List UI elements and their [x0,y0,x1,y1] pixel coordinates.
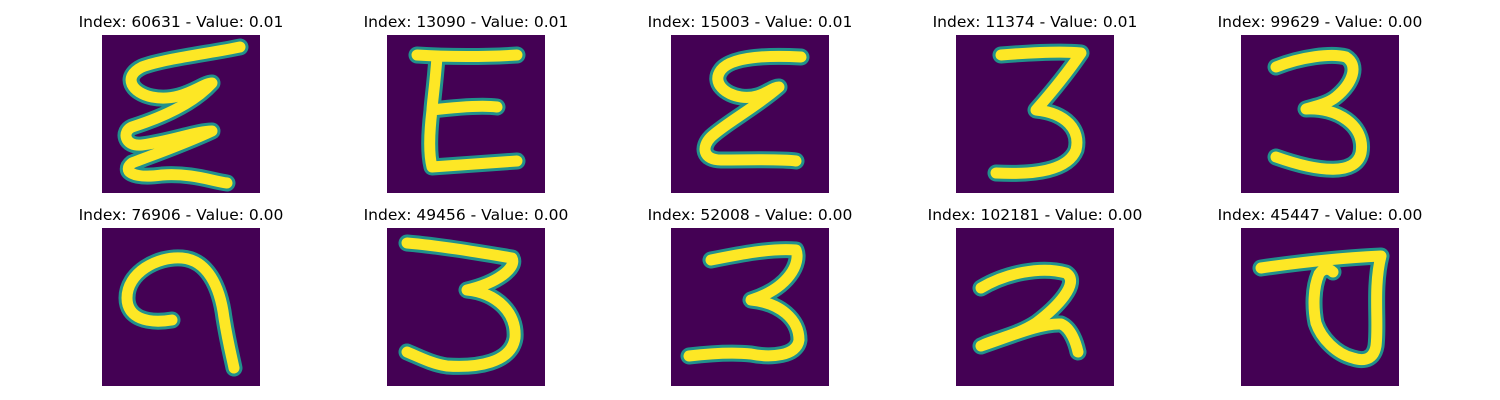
panel-title: Index: 76906 - Value: 0.00 [78,206,284,224]
digit-image [102,228,260,386]
panel-title: Index: 52008 - Value: 0.00 [647,206,853,224]
panel-title: Index: 45447 - Value: 0.00 [1217,206,1423,224]
digit-image [956,228,1114,386]
panel-title: Index: 49456 - Value: 0.00 [363,206,569,224]
panel-title: Index: 60631 - Value: 0.01 [78,13,284,31]
digit-image [1241,228,1399,386]
panel-title: Index: 99629 - Value: 0.00 [1217,13,1423,31]
panel-title: Index: 13090 - Value: 0.01 [363,13,569,31]
digit-image [387,228,545,386]
digit-image [671,35,829,193]
digit-image [956,35,1114,193]
panel-title: Index: 15003 - Value: 0.01 [647,13,853,31]
digit-image [387,35,545,193]
digit-image [1241,35,1399,193]
digit-image [671,228,829,386]
panel-title: Index: 102181 - Value: 0.00 [927,206,1143,224]
digit-image [102,35,260,193]
panel-title: Index: 11374 - Value: 0.01 [932,13,1138,31]
